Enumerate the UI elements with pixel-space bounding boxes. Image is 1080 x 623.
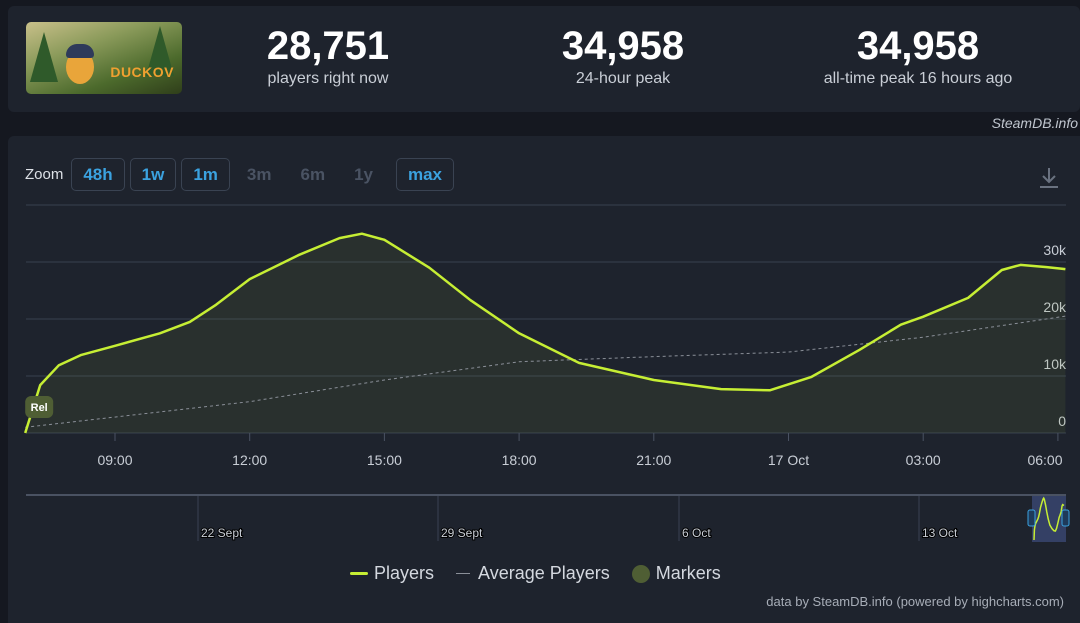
navigator-date-label: 22 Sept bbox=[201, 526, 243, 540]
zoom-6m-button: 6m bbox=[300, 165, 326, 184]
zoom-label: Zoom bbox=[25, 166, 64, 183]
legend: Players Average Players Markers bbox=[350, 563, 743, 584]
legend-label: Average Players bbox=[478, 563, 610, 583]
download-icon[interactable] bbox=[1038, 166, 1060, 190]
stat-value: 28,751 bbox=[266, 24, 390, 68]
zoom-1m-button[interactable]: 1m bbox=[181, 158, 230, 191]
game-thumbnail[interactable]: DUCKOV bbox=[26, 22, 182, 94]
x-tick-label: 15:00 bbox=[367, 452, 402, 468]
y-tick-label: 30k bbox=[1043, 242, 1067, 258]
navigator-date-label: 6 Oct bbox=[682, 526, 711, 540]
players-line[interactable] bbox=[24, 232, 1066, 434]
stat-24h-peak: 34,958 24-hour peak bbox=[528, 24, 718, 88]
marker-dot-icon bbox=[631, 564, 650, 583]
average-line-icon bbox=[456, 573, 471, 574]
navigator-handle-right[interactable] bbox=[1061, 509, 1070, 527]
marker-label: Rel bbox=[31, 402, 48, 414]
x-tick-label: 06:00 bbox=[1027, 452, 1062, 468]
zoom-48h-button[interactable]: 48h bbox=[71, 158, 125, 191]
legend-label: Markers bbox=[655, 563, 721, 583]
y-tick-label: 0 bbox=[1058, 413, 1066, 429]
players-line-icon bbox=[350, 572, 368, 575]
y-tick-label: 10k bbox=[1043, 356, 1067, 372]
zoom-controls: Zoom 48h 1w 1m 3m 6m 1y max bbox=[25, 158, 455, 191]
x-tick-label: 17 Oct bbox=[768, 452, 809, 468]
steamdb-credit[interactable]: SteamDB.info bbox=[991, 115, 1078, 131]
legend-players[interactable]: Players bbox=[350, 563, 434, 584]
tree-shape bbox=[30, 32, 58, 82]
legend-markers[interactable]: Markers bbox=[631, 563, 721, 584]
x-tick-label: 03:00 bbox=[906, 452, 941, 468]
y-tick-label: 20k bbox=[1043, 299, 1067, 315]
tree-shape bbox=[146, 26, 174, 76]
stat-current: 28,751 players right now bbox=[238, 24, 418, 88]
x-tick-label: 18:00 bbox=[502, 452, 537, 468]
stat-value: 34,958 bbox=[856, 24, 980, 68]
average-players-line bbox=[25, 315, 1066, 428]
navigator-handle-left[interactable] bbox=[1027, 509, 1036, 527]
chart-panel bbox=[8, 136, 1080, 623]
game-logo: DUCKOV bbox=[110, 64, 174, 80]
zoom-1w-button[interactable]: 1w bbox=[129, 158, 177, 191]
navigator-series bbox=[1033, 496, 1065, 541]
stats-header: DUCKOV 28,751 players right now 34,958 2… bbox=[8, 6, 1080, 112]
stat-label: 24-hour peak bbox=[575, 70, 671, 87]
navigator-date-label: 13 Oct bbox=[922, 526, 958, 540]
stat-value: 34,958 bbox=[561, 24, 685, 68]
navigator-date-label: 29 Sept bbox=[441, 526, 483, 540]
x-tick-label: 09:00 bbox=[97, 452, 132, 468]
legend-label: Players bbox=[374, 563, 435, 583]
release-marker[interactable] bbox=[25, 396, 54, 418]
zoom-max-button[interactable]: max bbox=[395, 158, 455, 191]
x-tick-label: 12:00 bbox=[232, 452, 267, 468]
zoom-3m-button: 3m bbox=[246, 165, 272, 184]
zoom-1y-button: 1y bbox=[354, 165, 373, 184]
stat-label: all-time peak 16 hours ago bbox=[823, 70, 1013, 87]
helmet-shape bbox=[66, 44, 94, 58]
x-tick-label: 21:00 bbox=[636, 452, 671, 468]
chart-credit[interactable]: data by SteamDB.info (powered by highcha… bbox=[766, 594, 1064, 609]
players-area bbox=[25, 233, 1066, 433]
stat-label: players right now bbox=[267, 70, 389, 87]
stat-all-time-peak: 34,958 all-time peak 16 hours ago bbox=[798, 24, 1038, 88]
legend-average[interactable]: Average Players bbox=[456, 563, 610, 584]
